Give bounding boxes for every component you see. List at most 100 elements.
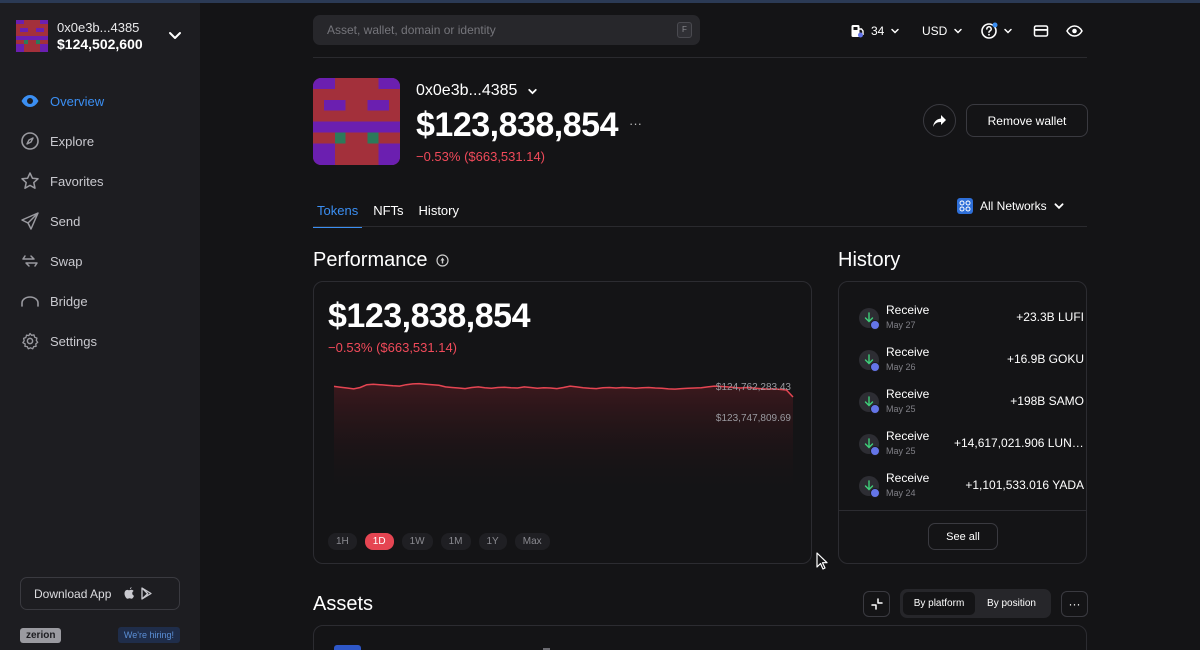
assets-title: Assets: [313, 593, 374, 615]
history-date: May 27: [886, 320, 916, 330]
send-icon: [21, 212, 39, 230]
ethereum-chain-icon: [870, 488, 880, 498]
compass-icon: [21, 132, 39, 150]
visibility-toggle[interactable]: [1066, 20, 1083, 42]
wallet-address-selector[interactable]: 0x0e3b...4385: [416, 82, 538, 100]
range-max[interactable]: Max: [514, 533, 550, 550]
currency-value: USD: [922, 24, 948, 38]
ethereum-chain-icon: [870, 320, 880, 330]
range-1y[interactable]: 1Y: [478, 533, 507, 550]
range-1m[interactable]: 1M: [440, 533, 471, 550]
sidebar-item-send[interactable]: Send: [20, 201, 190, 241]
collapse-icon: [870, 598, 883, 610]
balance-more-button[interactable]: ···: [629, 116, 642, 131]
search-input[interactable]: [327, 23, 657, 37]
history-title: History: [838, 249, 901, 271]
tab-tokens[interactable]: Tokens: [313, 200, 363, 228]
tab-history[interactable]: History: [418, 203, 459, 218]
history-type: Receive: [886, 387, 930, 401]
history-amount: +198B SAMO: [1010, 394, 1084, 408]
history-item[interactable]: Receive May 25 +198B SAMO: [859, 386, 1084, 416]
currency-selector[interactable]: USD: [922, 20, 963, 42]
help-menu[interactable]: [980, 20, 1013, 42]
receive-icon: [859, 308, 880, 330]
history-amount: +23.3B LUFI: [1016, 310, 1084, 324]
balance-change: −0.53% ($663,531.14): [416, 149, 546, 164]
search-box[interactable]: F: [313, 15, 700, 45]
see-all-button[interactable]: See all: [928, 523, 998, 550]
history-type: Receive: [886, 471, 930, 485]
assets-card: [313, 625, 1087, 650]
wallet-address: 0x0e3b...4385: [57, 20, 140, 35]
assets-grouping-toggle: By platform By position: [900, 589, 1051, 618]
network-selector-label: All Networks: [980, 199, 1047, 213]
sidebar-item-explore[interactable]: Explore: [20, 121, 190, 161]
hiring-badge[interactable]: We're hiring!: [117, 627, 180, 643]
by-position-button[interactable]: By position: [987, 598, 1036, 609]
gas-price-selector[interactable]: 34: [850, 20, 900, 42]
range-1d[interactable]: 1D: [364, 533, 394, 550]
sidebar-item-bridge[interactable]: Bridge: [20, 281, 190, 321]
chevron-down-icon: [954, 28, 963, 34]
bridge-icon: [21, 296, 39, 307]
topbar-divider: [313, 57, 1087, 58]
chevron-down-icon: [1054, 203, 1064, 210]
performance-change: −0.53% ($663,531.14): [328, 340, 458, 355]
share-arrow-icon: [933, 114, 946, 127]
sidebar: 0x0e3b...4385 $124,502,600 Overview Expl…: [0, 3, 200, 650]
remove-wallet-button[interactable]: Remove wallet: [966, 104, 1088, 137]
history-date: May 25: [886, 404, 916, 414]
ethereum-chain-icon: [870, 404, 880, 414]
zerion-logo: zerion: [20, 627, 62, 643]
sidebar-item-favorites[interactable]: Favorites: [20, 161, 190, 201]
window-top-border: [0, 0, 1200, 3]
history-item[interactable]: Receive May 27 +23.3B LUFI: [859, 302, 1084, 332]
gear-icon: [22, 332, 39, 350]
star-icon: [21, 172, 39, 189]
history-amount: +16.9B GOKU: [1006, 352, 1084, 366]
play-store-icon: [141, 587, 153, 600]
mouse-cursor-icon: [816, 552, 828, 570]
network-selector[interactable]: All Networks: [957, 198, 1065, 214]
chart-high-label: $124,762,283.43: [715, 382, 791, 393]
receive-icon: [859, 434, 880, 456]
performance-chart[interactable]: [314, 377, 811, 497]
range-1w[interactable]: 1W: [401, 533, 433, 550]
history-item[interactable]: Receive May 24 +1,101,533.016 YADA: [859, 470, 1084, 500]
tab-nfts[interactable]: NFTs: [373, 203, 404, 218]
performance-info-icon[interactable]: [435, 254, 449, 267]
sidebar-item-overview[interactable]: Overview: [20, 81, 190, 121]
gas-pump-icon: [851, 25, 864, 38]
chevron-down-icon: [891, 28, 900, 34]
card-button[interactable]: [1033, 20, 1049, 42]
chevron-down-icon: [528, 88, 538, 94]
gas-price-value: 34: [871, 24, 885, 38]
sidebar-item-label: Settings: [50, 333, 97, 349]
asset-row-icon: [334, 645, 361, 650]
download-app-label: Download App: [34, 586, 112, 601]
history-divider: [839, 510, 1086, 511]
range-1h[interactable]: 1H: [328, 533, 357, 550]
collapse-button[interactable]: [863, 591, 890, 617]
ethereum-chain-icon: [870, 362, 880, 372]
sidebar-item-settings[interactable]: Settings: [20, 321, 190, 361]
assets-more-button[interactable]: ···: [1061, 591, 1088, 617]
sidebar-item-swap[interactable]: Swap: [20, 241, 190, 281]
history-item[interactable]: Receive May 26 +16.9B GOKU: [859, 344, 1084, 374]
by-platform-button[interactable]: By platform: [903, 592, 975, 615]
history-date: May 26: [886, 362, 916, 372]
receive-icon: [859, 350, 880, 372]
download-app-button[interactable]: Download App: [20, 577, 180, 610]
history-date: May 25: [886, 446, 916, 456]
wallet-switcher[interactable]: 0x0e3b...4385 $124,502,600: [16, 18, 186, 54]
swap-icon: [22, 255, 38, 267]
portfolio-tabs: Tokens NFTs History: [313, 200, 470, 228]
help-icon: [981, 22, 998, 39]
history-card: Receive May 27 +23.3B LUFI Receive May 2…: [838, 281, 1087, 564]
history-item[interactable]: Receive May 25 +14,617,021.906 LUNI...: [859, 428, 1084, 458]
ethereum-chain-icon: [870, 446, 880, 456]
receive-icon: [859, 392, 880, 414]
sidebar-nav: Overview Explore Favorites Send Swap Bri…: [20, 81, 190, 361]
share-button[interactable]: [923, 104, 956, 137]
receive-icon: [859, 476, 880, 498]
